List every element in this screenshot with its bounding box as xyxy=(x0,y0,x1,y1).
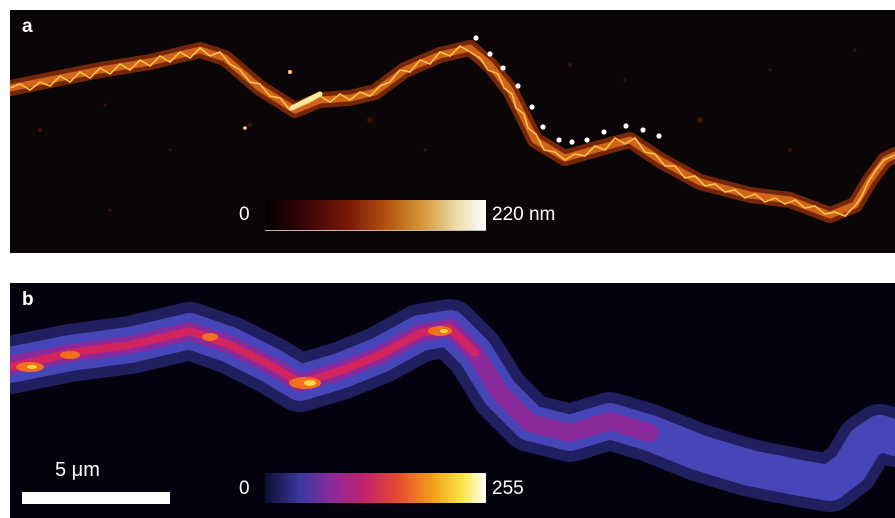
scale-bar-label: 5 μm xyxy=(55,459,100,481)
fiber-glow xyxy=(10,40,895,223)
panel-b-intensity-image: b 5 μm 0 255 xyxy=(10,283,895,518)
intensity-image xyxy=(10,299,895,512)
colorbar-min-label: 0 xyxy=(239,478,250,499)
scale-bar xyxy=(22,492,170,504)
fiber-inner xyxy=(10,324,479,387)
panel-a-afm-image: a 0 220 nm xyxy=(10,10,895,253)
fiber-bright-segment xyxy=(289,91,323,111)
white-marker-dots xyxy=(473,35,662,145)
height-colorbar xyxy=(265,200,486,230)
colorbar-baseline xyxy=(265,230,486,231)
panel-a-label: a xyxy=(22,16,33,37)
hot-spot-cores xyxy=(27,329,448,386)
bright-particle xyxy=(288,70,292,74)
afm-height-image xyxy=(10,35,895,223)
intensity-colorbar xyxy=(265,473,486,503)
bright-particle xyxy=(243,126,247,130)
colorbar-min-label: 0 xyxy=(239,204,250,225)
colorbar-max-label: 255 xyxy=(492,478,524,499)
fiber-core-zigzag xyxy=(10,44,895,217)
panel-b-label: b xyxy=(22,289,34,310)
fiber-body xyxy=(10,44,895,219)
colorbar-max-label: 220 nm xyxy=(492,204,556,225)
